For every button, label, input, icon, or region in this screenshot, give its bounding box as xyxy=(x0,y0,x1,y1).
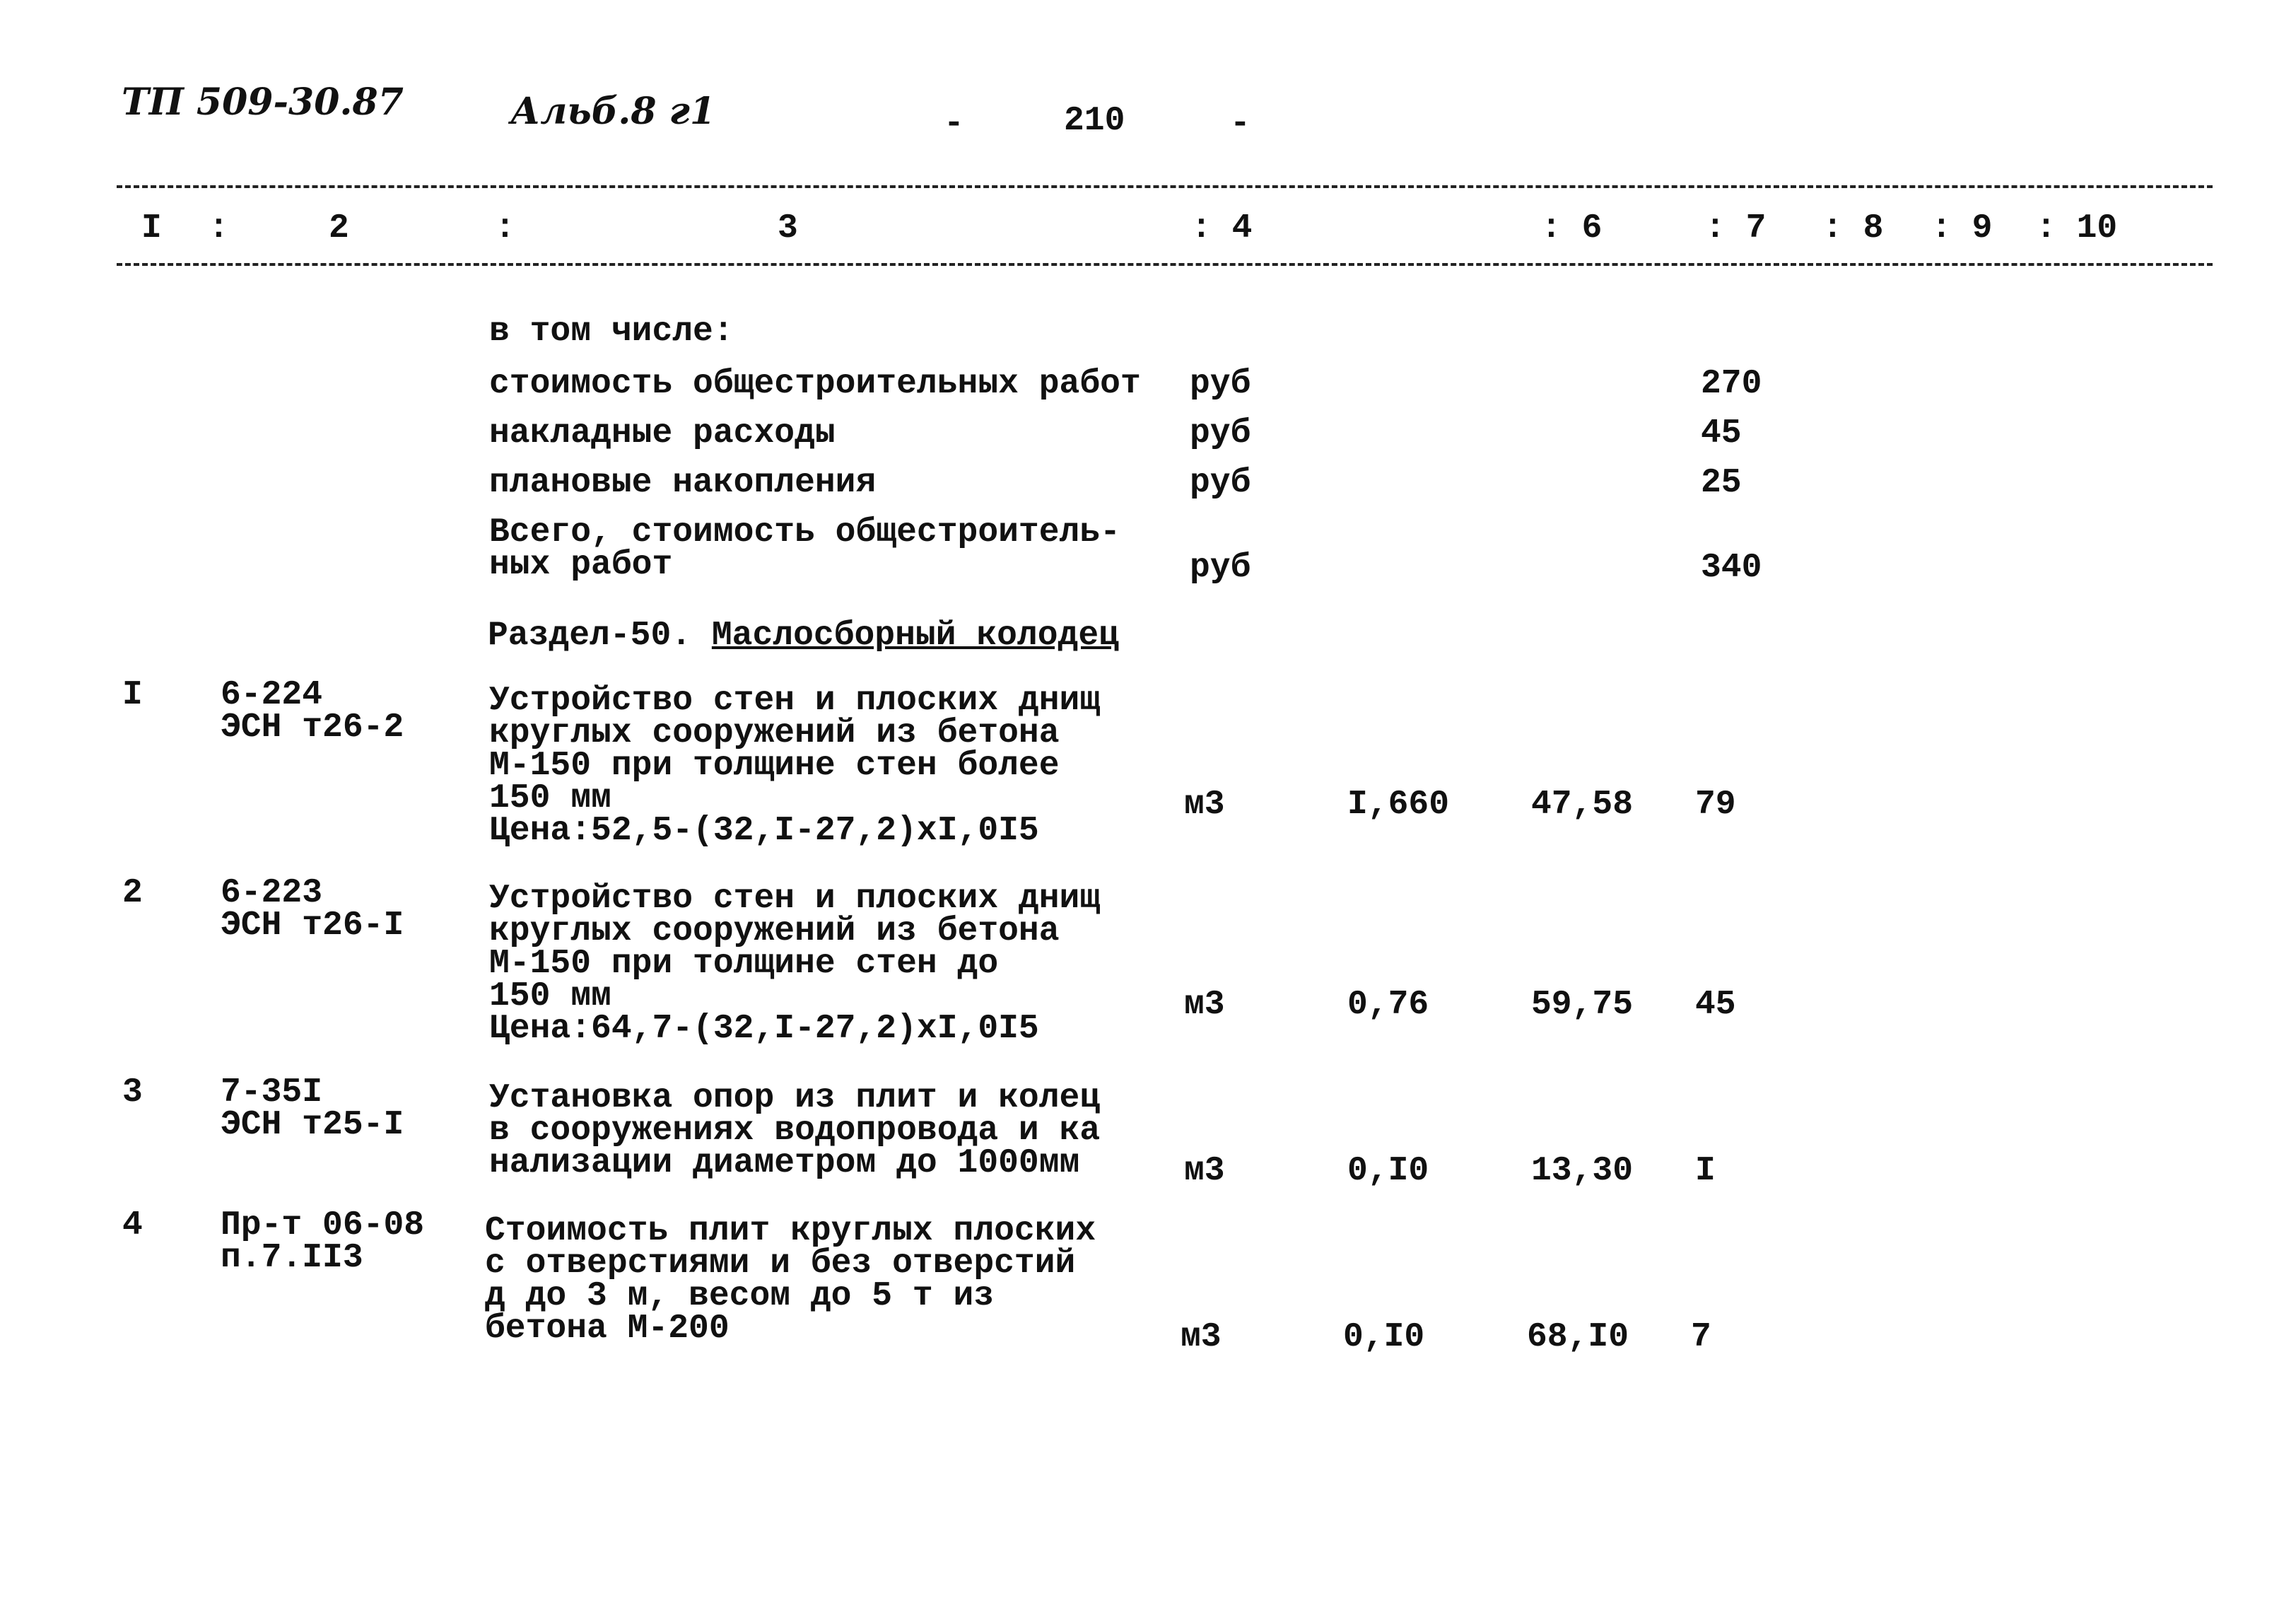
item-code: 7-35I ЭСН т25-I xyxy=(221,1073,404,1144)
summary-label: плановые накопления xyxy=(489,464,877,502)
item-unit: м3 xyxy=(1184,1152,1225,1190)
page-dash-left: - xyxy=(944,105,964,143)
header-rule-top xyxy=(117,185,2213,188)
item-number: 3 xyxy=(122,1073,143,1112)
col-3: 3 xyxy=(778,209,798,247)
item-description: Стоимость плит круглых плоских с отверст… xyxy=(485,1212,1096,1348)
summary-intro: в том числе: xyxy=(489,313,734,351)
col-9: : 9 xyxy=(1931,209,1993,247)
summary-unit: руб xyxy=(1190,549,1251,587)
item-description: Устройство стен и плоских днищ круглых с… xyxy=(489,682,1101,850)
col-4: : 4 xyxy=(1191,209,1253,247)
item-number: 2 xyxy=(122,874,143,912)
summary-unit: руб xyxy=(1190,464,1251,502)
col-1: I xyxy=(141,209,162,247)
summary-label: Всего, стоимость общестроитель- ных рабо… xyxy=(489,513,1120,584)
album-number: Альб.8 г1 xyxy=(510,90,716,133)
col-2: 2 xyxy=(329,209,349,247)
item-description: Устройство стен и плоских днищ круглых с… xyxy=(489,880,1101,1048)
item-total: I xyxy=(1695,1152,1716,1190)
item-price: 59,75 xyxy=(1531,986,1634,1024)
section-heading: Раздел-50. Маслосборный колодец xyxy=(488,617,1119,655)
item-code: 6-224 ЭСН т26-2 xyxy=(221,676,404,747)
item-total: 7 xyxy=(1691,1318,1711,1356)
item-number: 4 xyxy=(122,1206,143,1244)
page-dash-right: - xyxy=(1230,105,1250,143)
item-description: Установка опор из плит и колец в сооруже… xyxy=(489,1079,1101,1182)
item-price: 47,58 xyxy=(1531,786,1634,824)
col-10: : 10 xyxy=(2036,209,2118,247)
section-title: Маслосборный колодец xyxy=(711,617,1119,655)
col-sep: : xyxy=(209,209,229,247)
summary-total: 45 xyxy=(1701,414,1742,453)
item-unit: м3 xyxy=(1184,786,1225,824)
item-quantity: I,660 xyxy=(1347,786,1450,824)
summary-total: 340 xyxy=(1701,549,1762,587)
header-rule-bottom xyxy=(117,263,2213,266)
item-total: 79 xyxy=(1695,786,1736,824)
page-number: 210 xyxy=(1064,102,1125,140)
item-unit: м3 xyxy=(1181,1318,1222,1356)
col-7: : 7 xyxy=(1705,209,1767,247)
item-code: 6-223 ЭСН т26-I xyxy=(221,874,404,945)
item-price: 68,I0 xyxy=(1527,1318,1629,1356)
item-quantity: 0,I0 xyxy=(1343,1318,1425,1356)
summary-total: 270 xyxy=(1701,365,1762,403)
col-sep: : xyxy=(495,209,515,247)
col-8: : 8 xyxy=(1822,209,1884,247)
summary-label: накладные расходы xyxy=(489,414,836,453)
document-code: ТП 509-30.87 xyxy=(122,81,404,124)
summary-total: 25 xyxy=(1701,464,1742,502)
item-unit: м3 xyxy=(1184,986,1225,1024)
summary-label: стоимость общестроительных работ xyxy=(489,365,1141,403)
section-prefix: Раздел-50. xyxy=(488,617,712,655)
summary-unit: руб xyxy=(1190,414,1251,453)
item-number: I xyxy=(122,676,143,714)
col-6: : 6 xyxy=(1541,209,1603,247)
item-price: 13,30 xyxy=(1531,1152,1634,1190)
item-total: 45 xyxy=(1695,986,1736,1024)
summary-unit: руб xyxy=(1190,365,1251,403)
item-quantity: 0,I0 xyxy=(1347,1152,1429,1190)
item-quantity: 0,76 xyxy=(1347,986,1429,1024)
item-code: Пр-т 06-08 п.7.II3 xyxy=(221,1206,425,1277)
